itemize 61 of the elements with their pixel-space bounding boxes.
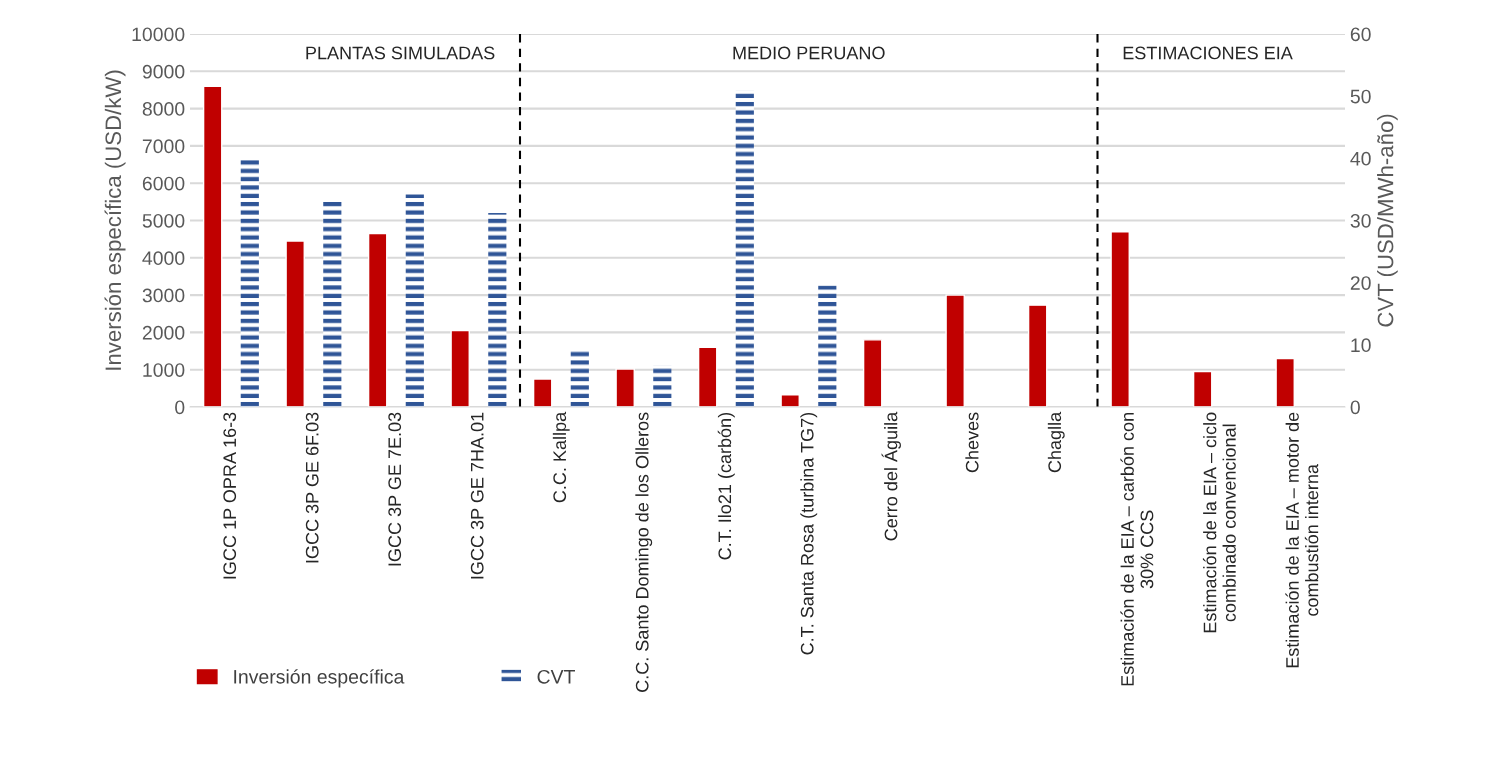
bar: [1027, 304, 1048, 407]
y-tick-label: 0: [175, 400, 185, 415]
x-tick-label: C.T. Santa Rosa (turbina TG7): [800, 412, 818, 655]
x-tick-label: IGCC 3P GE 7E.03: [388, 412, 402, 566]
y2-tick-label: 30: [1350, 213, 1371, 228]
legend-label: Inversión específica: [234, 669, 405, 688]
y-tick-label: 2000: [142, 325, 185, 340]
y-tick-label: 9000: [142, 64, 185, 79]
y-tick-label: 1000: [143, 363, 185, 377]
bar: [818, 285, 837, 407]
bar: [780, 393, 800, 407]
y-tick-label: 5000: [142, 213, 185, 228]
y2-tick-label: 50: [1350, 89, 1371, 104]
y2-tick-label: 10: [1351, 338, 1371, 353]
bar: [285, 240, 305, 407]
y2-tick-label: 20: [1350, 276, 1371, 290]
bar: [735, 89, 754, 407]
x-tick-label: C.C. Santo Domingo de los Olleros: [635, 412, 653, 692]
x-tick-label: C.T. Ilo21 (carbón): [717, 412, 735, 560]
legend-label: CVT: [537, 669, 575, 684]
x-tick-label: IGCC 3P GE 7HA.01: [470, 412, 484, 579]
y-tick-label: 3000: [142, 288, 185, 303]
bar: [697, 346, 718, 407]
annotation: PLANTAS SIMULADAS: [306, 46, 495, 60]
bar: [1110, 230, 1130, 407]
bar: [653, 365, 672, 407]
x-tick-label: Chaglla: [1047, 411, 1065, 473]
bar: [450, 329, 470, 407]
y-tick-label: 4000: [142, 251, 185, 266]
y-tick-label: 10000: [132, 27, 185, 42]
x-tick-label: Estimación de la EIA – carbón con 30% CCS: [1120, 413, 1154, 686]
bar: [945, 294, 965, 407]
bar: [488, 213, 507, 407]
x-tick-label: Estimación de la EIA – motor de combustión interna: [1285, 412, 1319, 668]
x-tick-label: Cerro del Águila: [881, 411, 901, 541]
y-tick-label: 6000: [142, 176, 185, 191]
bar: [1275, 357, 1295, 407]
bar: [532, 378, 553, 407]
y2-tick-label: 60: [1350, 27, 1371, 42]
bar: [405, 194, 424, 407]
y2-tick-label: 40: [1350, 151, 1371, 166]
x-tick-label: Estimación de la EIA – ciclo combinado convencional: [1202, 412, 1236, 633]
x-tick-label: IGCC 3P GE 6F.03: [305, 412, 319, 563]
bar: [323, 201, 342, 407]
y-tick-label: 7000: [142, 139, 185, 154]
bar: [202, 85, 223, 407]
x-tick-label: IGCC 1P OPRA 16-3: [223, 412, 237, 579]
bar: [862, 339, 883, 407]
y2-tick-label: 0: [1350, 400, 1360, 415]
y-axis-title: Inversión específica (USD/kW): [104, 70, 126, 370]
annotation: ESTIMACIONES EIA: [1123, 46, 1293, 60]
bar: [1192, 370, 1213, 407]
bar: [240, 157, 259, 407]
x-tick-label: C.C. Kallpa: [552, 411, 570, 503]
y-tick-label: 8000: [142, 102, 185, 116]
y2-axis-title: CVT (USD/MWh-año): [1377, 114, 1398, 327]
bar: [570, 349, 589, 407]
bar: [615, 368, 635, 407]
annotation: MEDIO PERUANO: [733, 46, 885, 60]
x-tick-label: Cheves: [965, 412, 979, 473]
bar: [367, 232, 388, 407]
